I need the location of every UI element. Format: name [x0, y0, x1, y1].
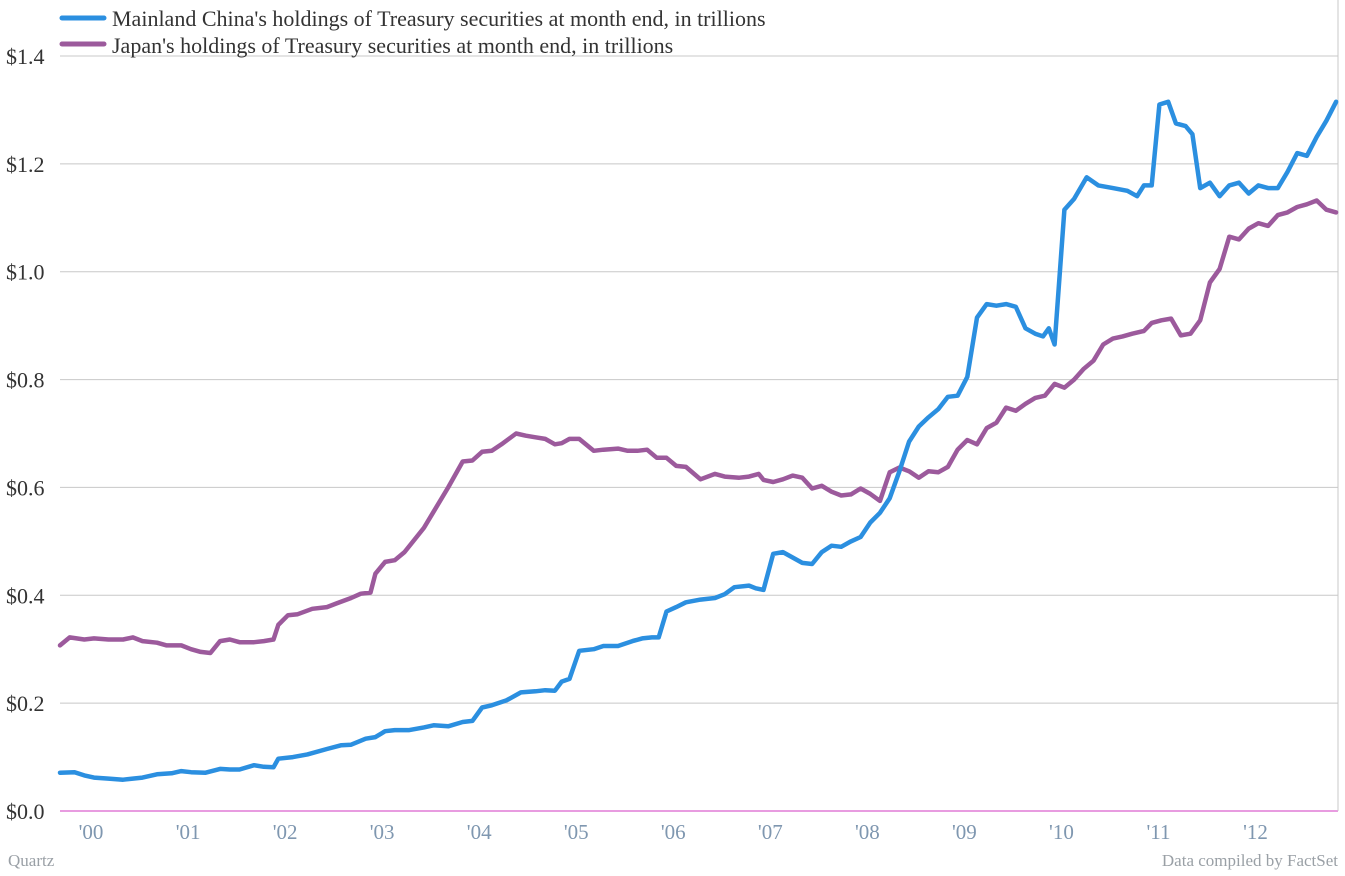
x-tick-label: '03 — [370, 820, 395, 844]
x-tick-label: '12 — [1243, 820, 1268, 844]
x-tick-label: '02 — [273, 820, 298, 844]
x-tick-label: '06 — [661, 820, 686, 844]
y-axis-ticks: $0.0 $0.2 $0.4 $0.6 $0.8 $1.0 $1.2 $1.4 — [6, 44, 45, 824]
series-lines — [57, 99, 1339, 782]
y-tick-label: $1.2 — [6, 152, 45, 177]
series-line-china — [57, 99, 1339, 782]
y-tick-label: $0.6 — [6, 475, 45, 500]
series-line-japan — [57, 198, 1339, 656]
x-tick-label: '09 — [952, 820, 977, 844]
x-tick-label: '07 — [758, 820, 783, 844]
legend-label-china: Mainland China's holdings of Treasury se… — [112, 6, 766, 31]
x-tick-label: '05 — [564, 820, 589, 844]
x-tick-label: '00 — [79, 820, 104, 844]
y-tick-label: $1.0 — [6, 260, 45, 285]
x-tick-label: '08 — [855, 820, 880, 844]
source-left: Quartz — [8, 851, 55, 870]
source-right: Data compiled by FactSet — [1162, 851, 1338, 870]
gridlines — [60, 0, 1339, 812]
x-tick-label: '10 — [1049, 820, 1074, 844]
y-tick-label: $0.2 — [6, 691, 45, 716]
y-tick-label: $1.4 — [6, 44, 45, 69]
x-axis-ticks: '00 '01 '02 '03 '04 '05 '06 '07 '08 '09 '10 '11 '12 — [79, 820, 1268, 844]
y-tick-label: $0.0 — [6, 799, 45, 824]
x-tick-label: '11 — [1146, 820, 1170, 844]
legend: Mainland China's holdings of Treasury se… — [59, 6, 766, 58]
y-tick-label: $0.4 — [6, 583, 45, 608]
y-tick-label: $0.8 — [6, 368, 45, 393]
legend-label-japan: Japan's holdings of Treasury securities … — [112, 33, 673, 58]
x-tick-label: '01 — [176, 820, 201, 844]
x-tick-label: '04 — [467, 820, 492, 844]
